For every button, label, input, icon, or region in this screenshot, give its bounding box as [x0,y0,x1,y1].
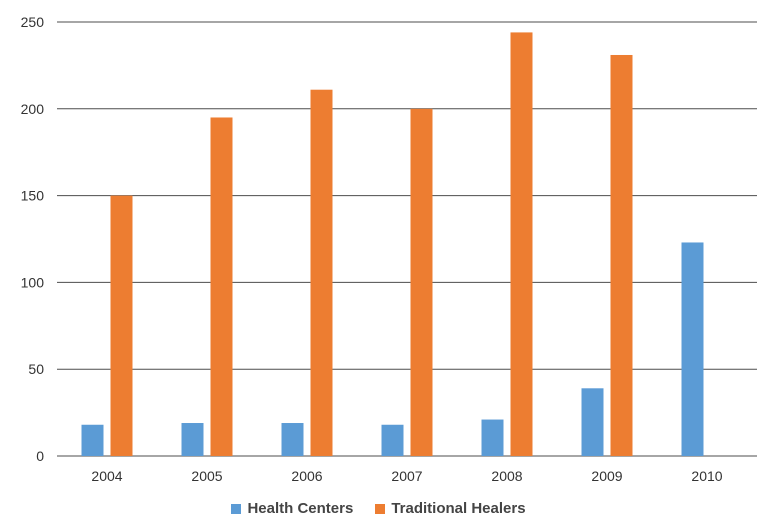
bar-health-centers-2010 [681,242,704,456]
y-tick-label: 0 [36,448,44,464]
x-tick-label: 2004 [91,468,122,484]
legend-label-traditional-healers: Traditional Healers [391,500,526,517]
y-tick-label: 150 [21,188,45,204]
x-axis-ticks: 2004 2005 2006 2007 2008 2009 2010 [91,468,722,484]
bar-traditional-healers-2006 [310,89,333,456]
bar-traditional-healers-2004 [110,195,133,456]
legend-swatch-health-centers [231,503,242,514]
y-tick-label: 100 [21,274,45,290]
bar-health-centers-2008 [481,419,504,456]
legend-swatch-traditional-healers [375,503,386,514]
bar-traditional-healers-2005 [210,117,233,456]
legend-item-health-centers: Health Centers [231,500,353,517]
x-tick-label: 2005 [191,468,222,484]
gridlines [57,21,757,457]
bar-health-centers-2004 [81,424,104,456]
legend-item-traditional-healers: Traditional Healers [375,500,526,517]
y-tick-label: 200 [21,101,45,117]
bar-health-centers-2007 [381,424,404,456]
bar-traditional-healers-2008 [510,32,533,456]
x-tick-label: 2007 [391,468,422,484]
y-tick-label: 50 [28,361,44,377]
bars [81,32,704,457]
x-tick-label: 2009 [591,468,622,484]
legend-label-health-centers: Health Centers [247,500,354,517]
x-tick-label: 2008 [491,468,522,484]
bar-traditional-healers-2009 [610,54,633,456]
bar-health-centers-2009 [581,388,604,456]
legend: Health Centers Traditional Healers [0,500,757,517]
bar-health-centers-2005 [181,423,204,456]
bar-traditional-healers-2007 [410,108,433,457]
x-tick-label: 2010 [691,468,722,484]
y-tick-label: 250 [21,14,45,30]
bar-health-centers-2006 [281,423,304,456]
x-tick-label: 2006 [291,468,322,484]
y-axis-ticks: 0 50 100 150 200 250 [21,14,45,464]
